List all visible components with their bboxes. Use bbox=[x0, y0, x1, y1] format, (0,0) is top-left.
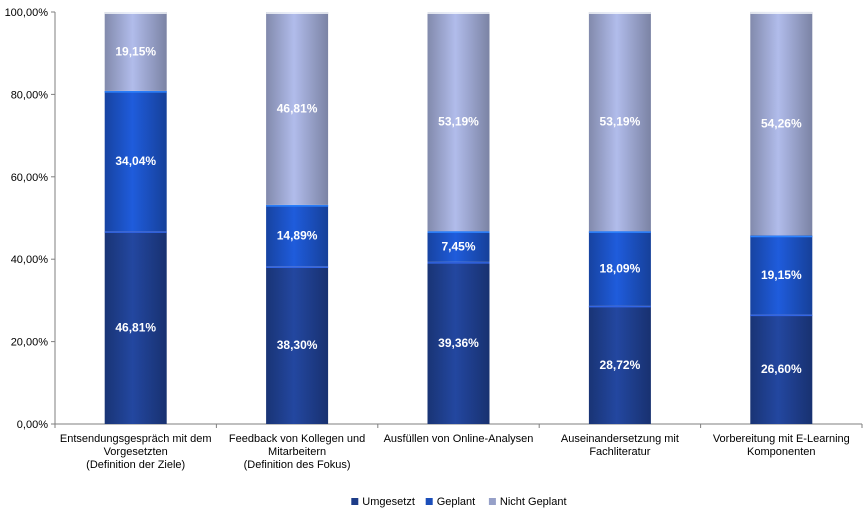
bar-umgesetzt bbox=[266, 266, 329, 424]
data-label: 53,19% bbox=[600, 115, 641, 129]
data-label: 54,26% bbox=[761, 117, 802, 131]
bar-umgesetzt bbox=[750, 314, 813, 424]
legend-label: Umgesetzt bbox=[362, 496, 415, 508]
legend-swatch bbox=[351, 498, 359, 505]
y-tick-label: 60,00% bbox=[11, 172, 49, 184]
data-label: 46,81% bbox=[277, 101, 318, 115]
category-label: (Definition der Ziele) bbox=[86, 459, 185, 471]
legend-label: Geplant bbox=[437, 496, 476, 508]
data-label: 28,72% bbox=[600, 358, 641, 372]
legend-label: Nicht Geplant bbox=[500, 496, 567, 508]
bar-nicht-geplant bbox=[427, 12, 490, 232]
data-label: 19,15% bbox=[761, 268, 802, 282]
category-label: Entsendungsgespräch mit dem bbox=[60, 433, 212, 445]
bar-geplant bbox=[266, 204, 329, 267]
data-label: 19,15% bbox=[115, 44, 156, 58]
bar-umgesetzt bbox=[104, 231, 167, 424]
bar-umgesetzt bbox=[588, 305, 651, 424]
legend-swatch bbox=[425, 498, 433, 505]
y-tick-label: 20,00% bbox=[11, 337, 49, 349]
bar-nicht-geplant bbox=[266, 12, 329, 205]
bar-nicht-geplant bbox=[750, 11, 813, 236]
data-label: 7,45% bbox=[441, 239, 475, 253]
data-label: 26,60% bbox=[761, 362, 802, 376]
category-label: Fachliteratur bbox=[589, 446, 650, 458]
category-label: Vorbereitung mit E-Learning bbox=[713, 433, 850, 445]
data-label: 14,89% bbox=[277, 229, 318, 243]
legend-swatch bbox=[488, 498, 496, 505]
category-label: Auseinandersetzung mit bbox=[561, 433, 679, 445]
y-tick-label: 80,00% bbox=[11, 89, 49, 101]
category-label: Ausfüllen von Online-Analysen bbox=[384, 433, 534, 445]
category-label: Mitarbeitern bbox=[268, 446, 326, 458]
bar-nicht-geplant bbox=[104, 12, 167, 91]
data-label: 34,04% bbox=[115, 154, 156, 168]
bar-nicht-geplant bbox=[588, 12, 651, 232]
data-label: 18,09% bbox=[600, 261, 641, 275]
category-label: (Definition des Fokus) bbox=[244, 459, 351, 471]
bar-geplant bbox=[588, 231, 651, 306]
data-label: 39,36% bbox=[438, 336, 479, 350]
bar-umgesetzt bbox=[427, 261, 490, 424]
data-label: 46,81% bbox=[115, 321, 156, 335]
category-label: Feedback von Kollegen und bbox=[229, 433, 365, 445]
bar-geplant bbox=[427, 231, 490, 262]
category-label: Komponenten bbox=[747, 446, 816, 458]
data-label: 38,30% bbox=[277, 338, 318, 352]
category-label: Vorgesetzten bbox=[104, 446, 168, 458]
data-label: 53,19% bbox=[438, 115, 479, 129]
y-tick-label: 40,00% bbox=[11, 254, 49, 266]
bar-geplant bbox=[104, 90, 167, 232]
y-tick-label: 0,00% bbox=[17, 419, 48, 431]
bar-geplant bbox=[750, 235, 813, 315]
y-tick-label: 100,00% bbox=[5, 7, 49, 19]
